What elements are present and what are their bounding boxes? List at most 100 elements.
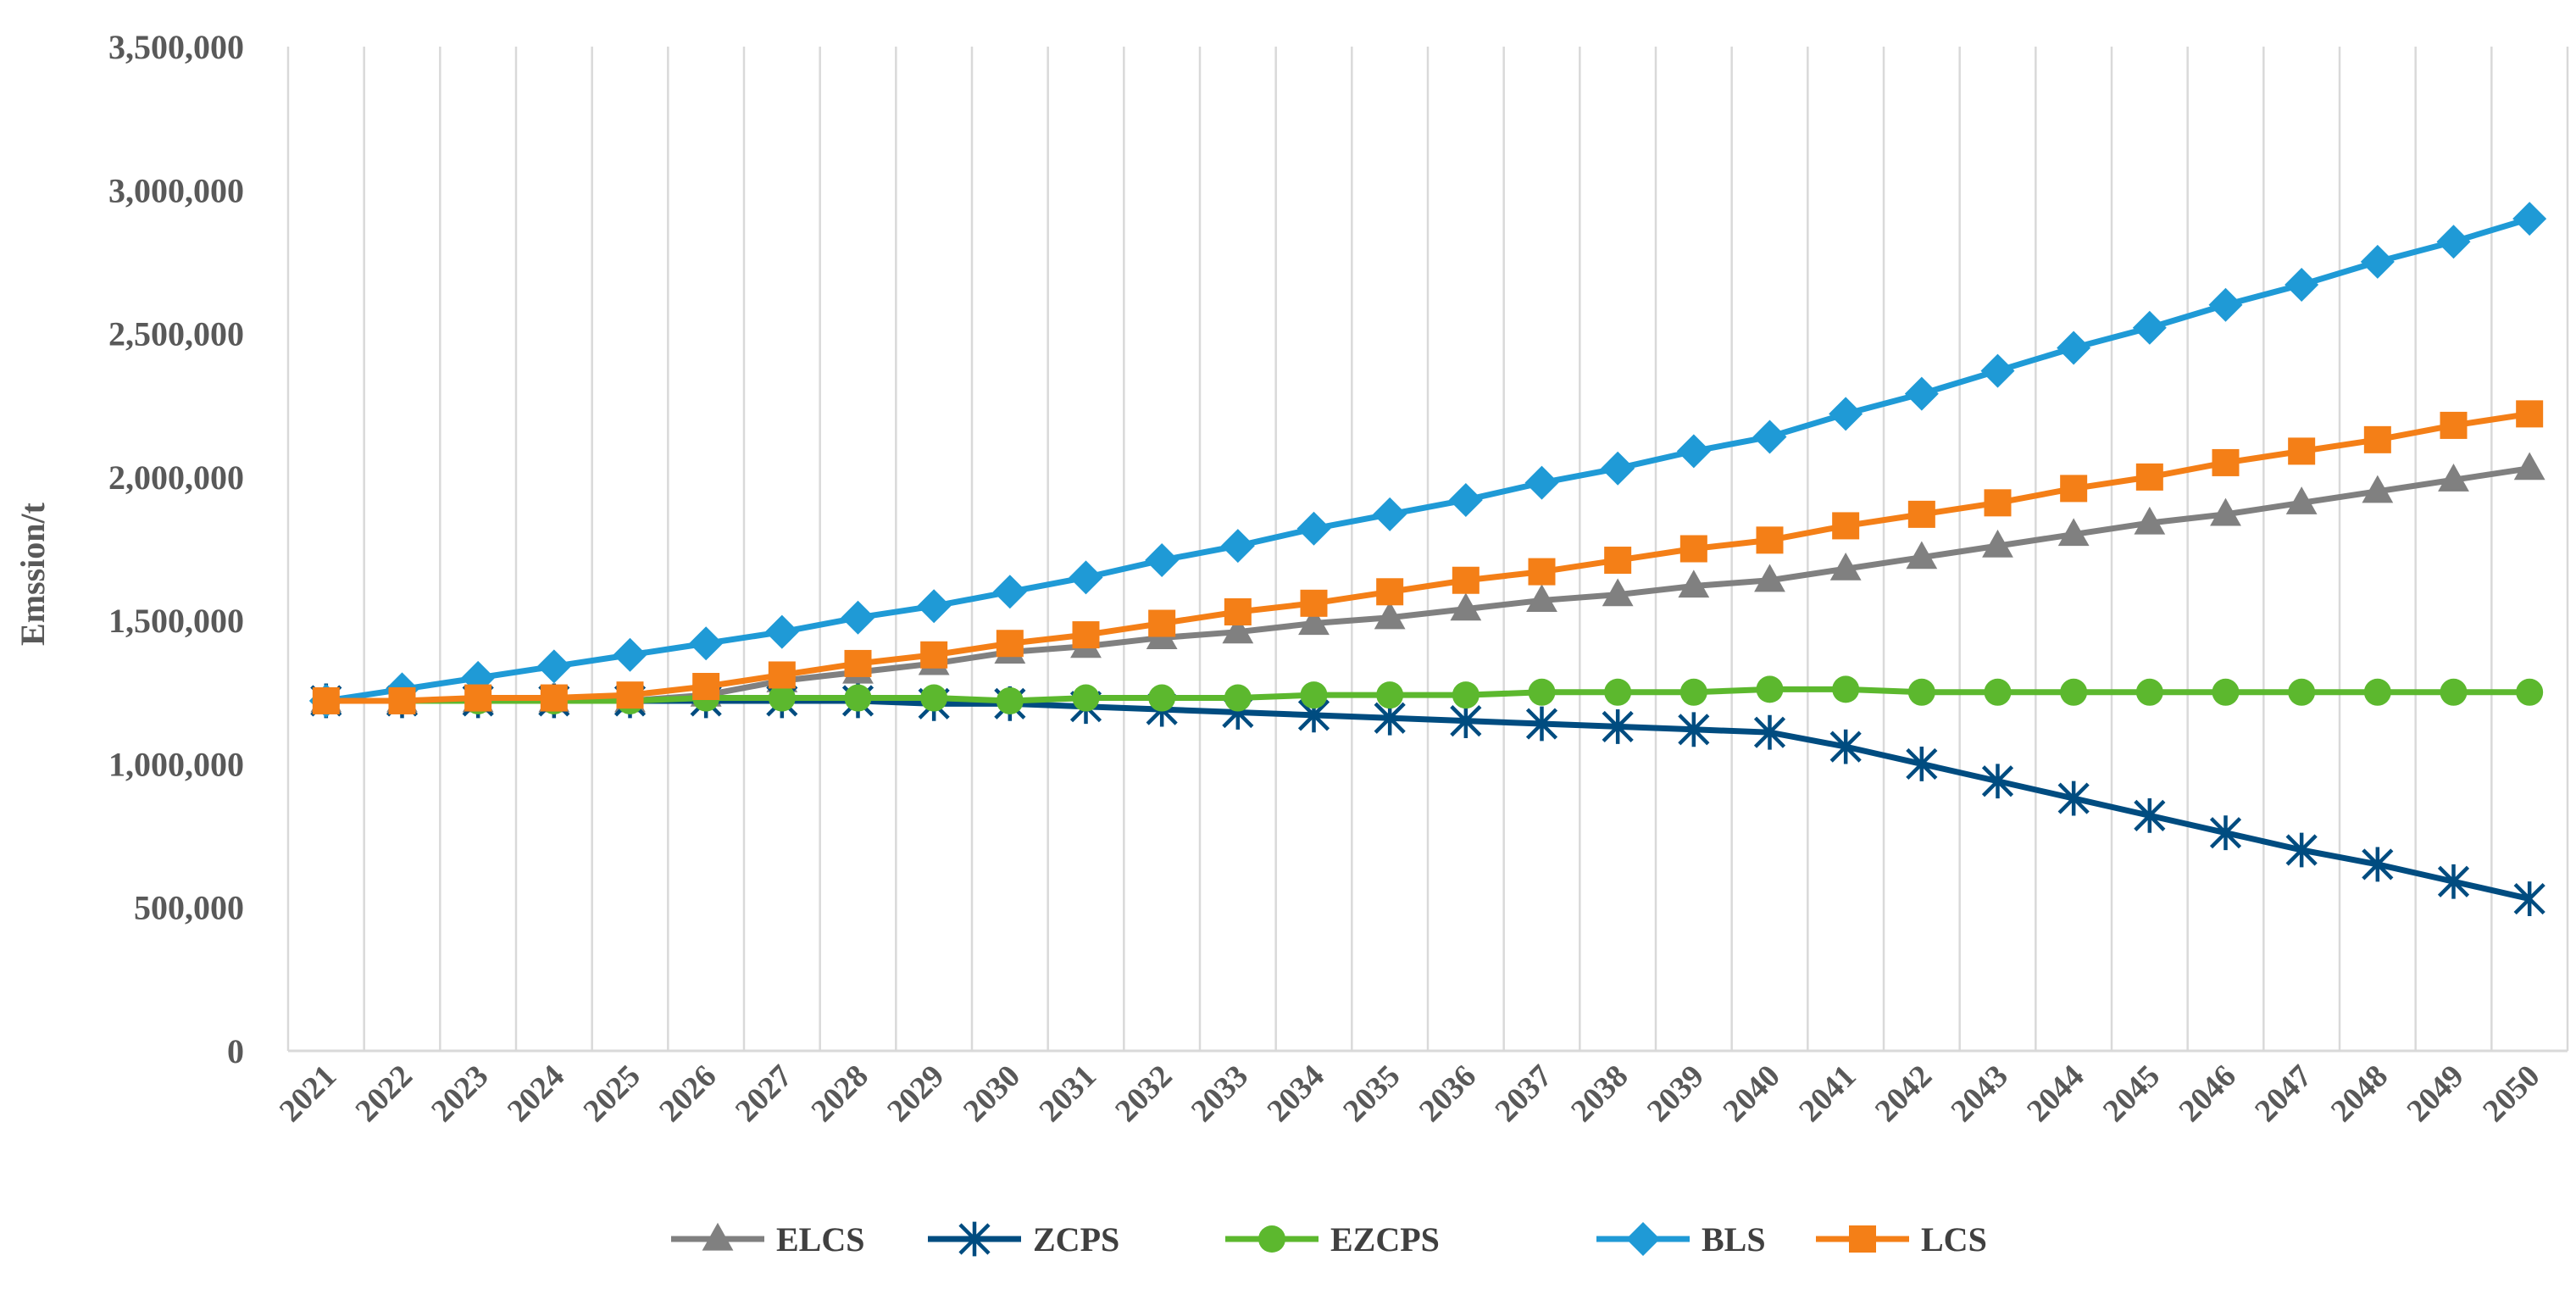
data-point	[1984, 678, 2012, 706]
legend-item-ezcps: EZCPS	[1225, 1220, 1440, 1258]
data-point	[2135, 463, 2163, 491]
data-point	[1374, 601, 1406, 630]
data-point	[1224, 597, 1252, 625]
series-lines	[308, 202, 2547, 916]
y-tick-label: 0	[227, 1032, 244, 1070]
data-point	[692, 673, 720, 701]
x-tick-label: 2021	[273, 1058, 343, 1129]
data-point	[917, 589, 952, 624]
data-point	[2438, 464, 2469, 492]
y-axis-label: Emssion/t	[14, 502, 52, 646]
x-tick-label: 2027	[729, 1058, 799, 1129]
data-point	[2513, 452, 2545, 481]
y-tick-label: 500,000	[134, 889, 244, 927]
data-point	[1450, 703, 1482, 739]
legend-marker	[1849, 1225, 1876, 1253]
x-tick-label: 2043	[1944, 1058, 2014, 1129]
data-point	[2134, 506, 2166, 535]
data-point	[1984, 489, 2012, 517]
data-point	[1832, 675, 1860, 703]
data-point	[996, 630, 1024, 658]
x-tick-label: 2024	[501, 1058, 571, 1129]
data-point	[2285, 832, 2318, 868]
data-point	[388, 686, 416, 714]
x-tick-label: 2037	[1488, 1058, 1558, 1129]
data-point	[920, 641, 948, 669]
data-point	[1832, 512, 1860, 540]
data-point	[2516, 678, 2544, 706]
data-point	[1450, 592, 1482, 621]
legend-marker	[958, 1221, 991, 1257]
data-point	[1907, 678, 1935, 706]
x-tick-label: 2046	[2172, 1058, 2242, 1129]
legend-marker	[1626, 1222, 1660, 1256]
x-tick-label: 2050	[2476, 1058, 2546, 1129]
x-axis-ticks: 2021 2022 2023 2024 2025 2026 2027 2028 2029 2030…	[273, 1058, 2547, 1129]
x-tick-label: 2030	[957, 1058, 1027, 1129]
x-tick-label: 2032	[1108, 1058, 1179, 1129]
legend-item-lcs: LCS	[1816, 1220, 1987, 1258]
data-point	[2060, 678, 2088, 706]
x-tick-label: 2033	[1185, 1058, 1255, 1129]
data-point	[992, 575, 1027, 609]
x-tick-label: 2028	[804, 1058, 874, 1129]
data-point	[1528, 558, 1556, 586]
data-point	[2057, 518, 2090, 547]
legend-marker	[1258, 1225, 1285, 1253]
legend-label: BLS	[1702, 1220, 1766, 1258]
legend: ELCS ZCPS EZCPS BLS LCS	[671, 1220, 1987, 1258]
data-point	[1602, 709, 1634, 744]
data-point	[2513, 881, 2545, 916]
x-tick-label: 2035	[1336, 1058, 1407, 1129]
data-point	[1907, 500, 1935, 528]
data-point	[841, 600, 875, 635]
data-point	[1679, 535, 1707, 563]
data-point	[2362, 847, 2394, 882]
data-point	[1376, 681, 1404, 709]
data-point	[1678, 569, 1710, 598]
data-point	[1676, 434, 1711, 469]
data-point	[1148, 684, 1176, 712]
data-point	[1145, 543, 1180, 578]
y-tick-label: 3,500,000	[108, 28, 244, 66]
data-point	[2436, 225, 2471, 259]
data-point	[536, 649, 571, 684]
data-point	[1072, 684, 1100, 712]
y-tick-label: 2,000,000	[108, 458, 244, 497]
data-point	[1906, 747, 1938, 781]
data-point	[1980, 353, 2015, 388]
data-point	[616, 681, 644, 709]
data-point	[1298, 607, 1330, 636]
data-point	[2132, 310, 2167, 345]
data-point	[312, 686, 340, 714]
data-point	[1148, 609, 1176, 637]
data-point	[2135, 678, 2163, 706]
data-point	[1604, 547, 1632, 575]
data-point	[1679, 678, 1707, 706]
data-point	[464, 684, 492, 712]
legend-marker	[702, 1222, 734, 1251]
y-tick-label: 3,000,000	[108, 171, 244, 209]
x-tick-label: 2048	[2324, 1058, 2395, 1129]
data-point	[2209, 815, 2242, 851]
data-point	[1373, 497, 1407, 531]
data-point	[1524, 465, 1559, 500]
data-point	[1678, 712, 1710, 747]
data-point	[2363, 678, 2391, 706]
x-tick-label: 2025	[576, 1058, 647, 1129]
data-point	[844, 649, 872, 677]
legend-item-bls: BLS	[1596, 1220, 1766, 1258]
series-lcs	[312, 400, 2544, 714]
data-point	[2212, 678, 2240, 706]
x-tick-label: 2045	[2096, 1058, 2167, 1129]
data-point	[2285, 486, 2318, 514]
data-point	[613, 637, 647, 672]
x-tick-label: 2031	[1032, 1058, 1102, 1129]
data-point	[2440, 678, 2468, 706]
data-point	[1300, 589, 1328, 617]
data-point	[2057, 781, 2090, 816]
data-point	[2288, 678, 2316, 706]
data-point	[1224, 684, 1252, 712]
x-tick-label: 2044	[2020, 1058, 2090, 1129]
